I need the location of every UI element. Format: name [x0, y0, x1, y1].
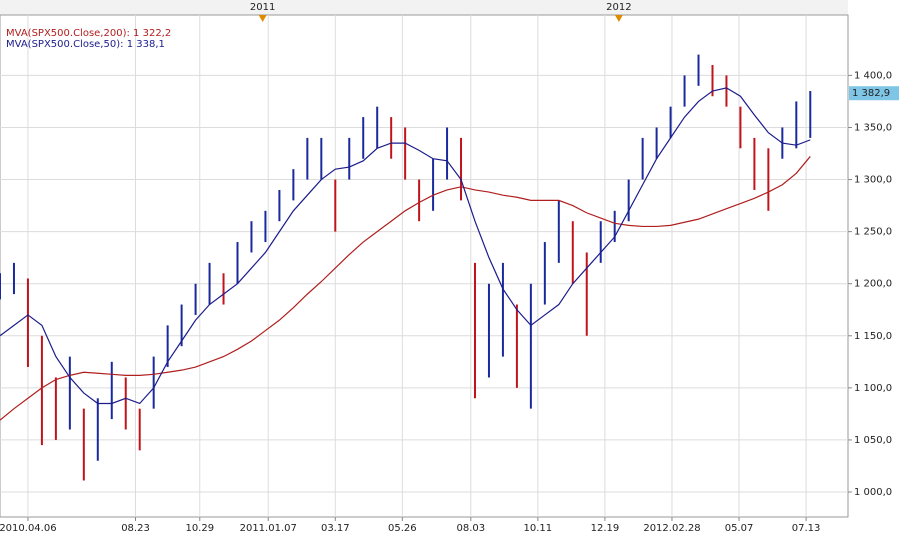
- legend-value: 1 338,1: [127, 39, 165, 50]
- y-tick-label: 1 150,0: [854, 331, 892, 342]
- mva-line: [0, 156, 811, 421]
- x-tick-label: 2010.04.06: [0, 523, 57, 534]
- y-tick-label: 1 000,0: [854, 487, 892, 498]
- top-band: [0, 0, 848, 15]
- x-tick-label: 2012.02.28: [643, 523, 700, 534]
- x-tick-label: 05.07: [725, 523, 754, 534]
- x-tick-label: 03.17: [321, 523, 350, 534]
- legend-name: MVA(SPX500.Close,50): [6, 39, 120, 50]
- mva-line: [0, 87, 811, 405]
- legend-name: MVA(SPX500.Close,200): [6, 28, 127, 39]
- x-tick-label: 08.03: [456, 523, 485, 534]
- year-marker: [258, 15, 267, 22]
- y-tick-label: 1 100,0: [854, 383, 892, 394]
- last-price-label: 1 382,9: [852, 88, 890, 99]
- legend-value: 1 322,2: [133, 28, 171, 39]
- y-tick-label: 1 400,0: [854, 70, 892, 81]
- x-tick-label: 10.11: [524, 523, 553, 534]
- x-tick-label: 10.29: [185, 523, 214, 534]
- x-tick-label: 05.26: [388, 523, 417, 534]
- legend-sep: :: [120, 39, 127, 50]
- y-tick-label: 1 300,0: [854, 175, 892, 186]
- y-tick-label: 1 350,0: [854, 122, 892, 133]
- year-label: 2012: [606, 2, 631, 13]
- x-tick-label: 07.13: [792, 523, 821, 534]
- legend-entry: MVA(SPX500.Close,50): 1 338,1: [6, 39, 165, 50]
- plot-area: [0, 14, 849, 518]
- last-price-box: [849, 86, 899, 101]
- y-tick-label: 1 200,0: [854, 279, 892, 290]
- year-marker: [614, 15, 623, 22]
- x-tick-label: 08.23: [121, 523, 150, 534]
- legend-entry: MVA(SPX500.Close,200): 1 322,2: [6, 28, 171, 39]
- y-tick-label: 1 250,0: [854, 227, 892, 238]
- y-tick-label: 1 050,0: [854, 435, 892, 446]
- x-tick-label: 12.19: [591, 523, 620, 534]
- x-tick-label: 2011.01.07: [240, 523, 297, 534]
- legend-sep: :: [126, 28, 133, 39]
- year-label: 2011: [250, 2, 275, 13]
